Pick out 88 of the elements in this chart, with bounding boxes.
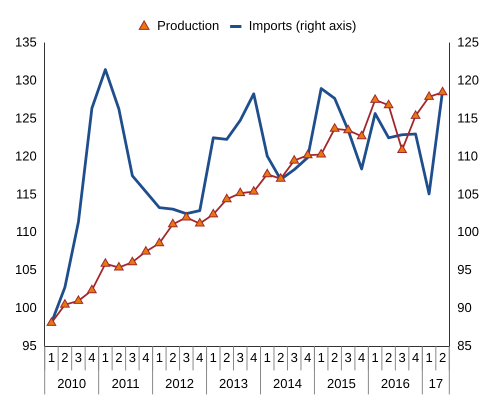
point — [356, 130, 366, 140]
x-tick-label: 2 — [331, 350, 338, 365]
x-tick-label: 4 — [358, 350, 366, 365]
point — [222, 194, 232, 202]
point — [235, 188, 246, 196]
point — [194, 218, 205, 227]
x-tick-label: 3 — [182, 350, 190, 365]
point — [208, 208, 218, 218]
x-tick-label: 2 — [223, 350, 230, 365]
y-tick-label: 115 — [16, 186, 37, 202]
x-tick-label: 2 — [169, 350, 176, 365]
point — [168, 218, 178, 228]
x-tick-label: 4 — [412, 350, 420, 365]
x-tick-label: 2 — [61, 350, 69, 365]
point — [330, 123, 340, 132]
x-tick-label: 4 — [88, 350, 96, 365]
x-tick-label: 2 — [438, 350, 446, 365]
y-tick-label: 135 — [14, 34, 37, 50]
x-tick-label: 4 — [142, 350, 150, 365]
point — [410, 110, 420, 119]
x-tick-label: 1 — [318, 350, 325, 365]
point — [397, 144, 407, 153]
point — [316, 149, 326, 158]
x-tick-label: 3 — [128, 350, 136, 365]
point — [128, 256, 138, 266]
point — [276, 173, 286, 182]
text: 2016 — [380, 376, 410, 391]
y2-tick-label: 115 — [457, 110, 478, 126]
point — [87, 284, 97, 294]
text: 2015 — [326, 376, 356, 391]
x-tick-label: 3 — [398, 350, 406, 365]
text: 2013 — [219, 376, 248, 391]
x-tick-label: 3 — [344, 350, 352, 365]
text: 2010 — [57, 376, 86, 391]
point — [370, 94, 380, 103]
y-tick-label: 100 — [14, 300, 37, 316]
point — [289, 155, 300, 164]
point — [424, 91, 434, 100]
x-tick-label: 3 — [74, 350, 82, 365]
point — [46, 317, 56, 326]
x-tick-label: 3 — [290, 350, 298, 365]
point — [114, 262, 124, 271]
x-tick-label: 1 — [264, 350, 271, 365]
point — [438, 86, 448, 96]
x-tick-label: 1 — [156, 350, 163, 365]
text: 2012 — [165, 376, 194, 391]
point — [262, 168, 272, 178]
point — [343, 124, 353, 134]
point — [181, 212, 192, 220]
y-tick-label: 110 — [16, 224, 37, 240]
point — [141, 246, 151, 255]
y2-tick-label: 85 — [457, 338, 472, 353]
y2-tick-label: 100 — [457, 224, 480, 240]
y2-tick-label: 125 — [457, 34, 480, 50]
text: 17 — [428, 376, 444, 391]
x-tick-label: 2 — [385, 350, 392, 365]
y-tick-label: 130 — [14, 72, 37, 88]
point — [384, 100, 394, 108]
x-tick-label: 1 — [425, 350, 433, 365]
point — [100, 258, 110, 267]
y2-tick-label: 120 — [457, 72, 480, 88]
point — [248, 186, 259, 195]
text: 2011 — [112, 376, 140, 391]
y-tick-label: 125 — [14, 110, 37, 126]
y2-tick-label: 110 — [457, 148, 478, 164]
point — [302, 150, 313, 158]
point — [154, 238, 164, 246]
x-tick-label: 1 — [48, 350, 56, 365]
y2-tick-label: 95 — [457, 262, 472, 278]
y-tick-label: 120 — [14, 148, 37, 164]
x-tick-label: 1 — [210, 350, 217, 365]
y-tick-label: 105 — [14, 262, 37, 278]
x-tick-label: 1 — [102, 350, 109, 365]
x-tick-label: 2 — [277, 350, 284, 365]
point — [60, 299, 70, 308]
y2-tick-label: 105 — [457, 186, 480, 202]
x-tick-label: 3 — [236, 350, 244, 365]
y-tick-label: 95 — [22, 338, 37, 353]
y2-tick-label: 90 — [457, 300, 472, 316]
text: 2014 — [273, 376, 302, 391]
legend-label: Imports (right axis) — [248, 18, 356, 34]
x-tick-label: 4 — [196, 350, 204, 365]
x-tick-label: 4 — [304, 350, 312, 365]
legend-label: Production — [157, 18, 220, 34]
x-tick-label: 4 — [250, 350, 258, 365]
x-tick-label: 1 — [372, 350, 379, 365]
point — [74, 295, 84, 304]
x-tick-label: 2 — [115, 350, 122, 365]
